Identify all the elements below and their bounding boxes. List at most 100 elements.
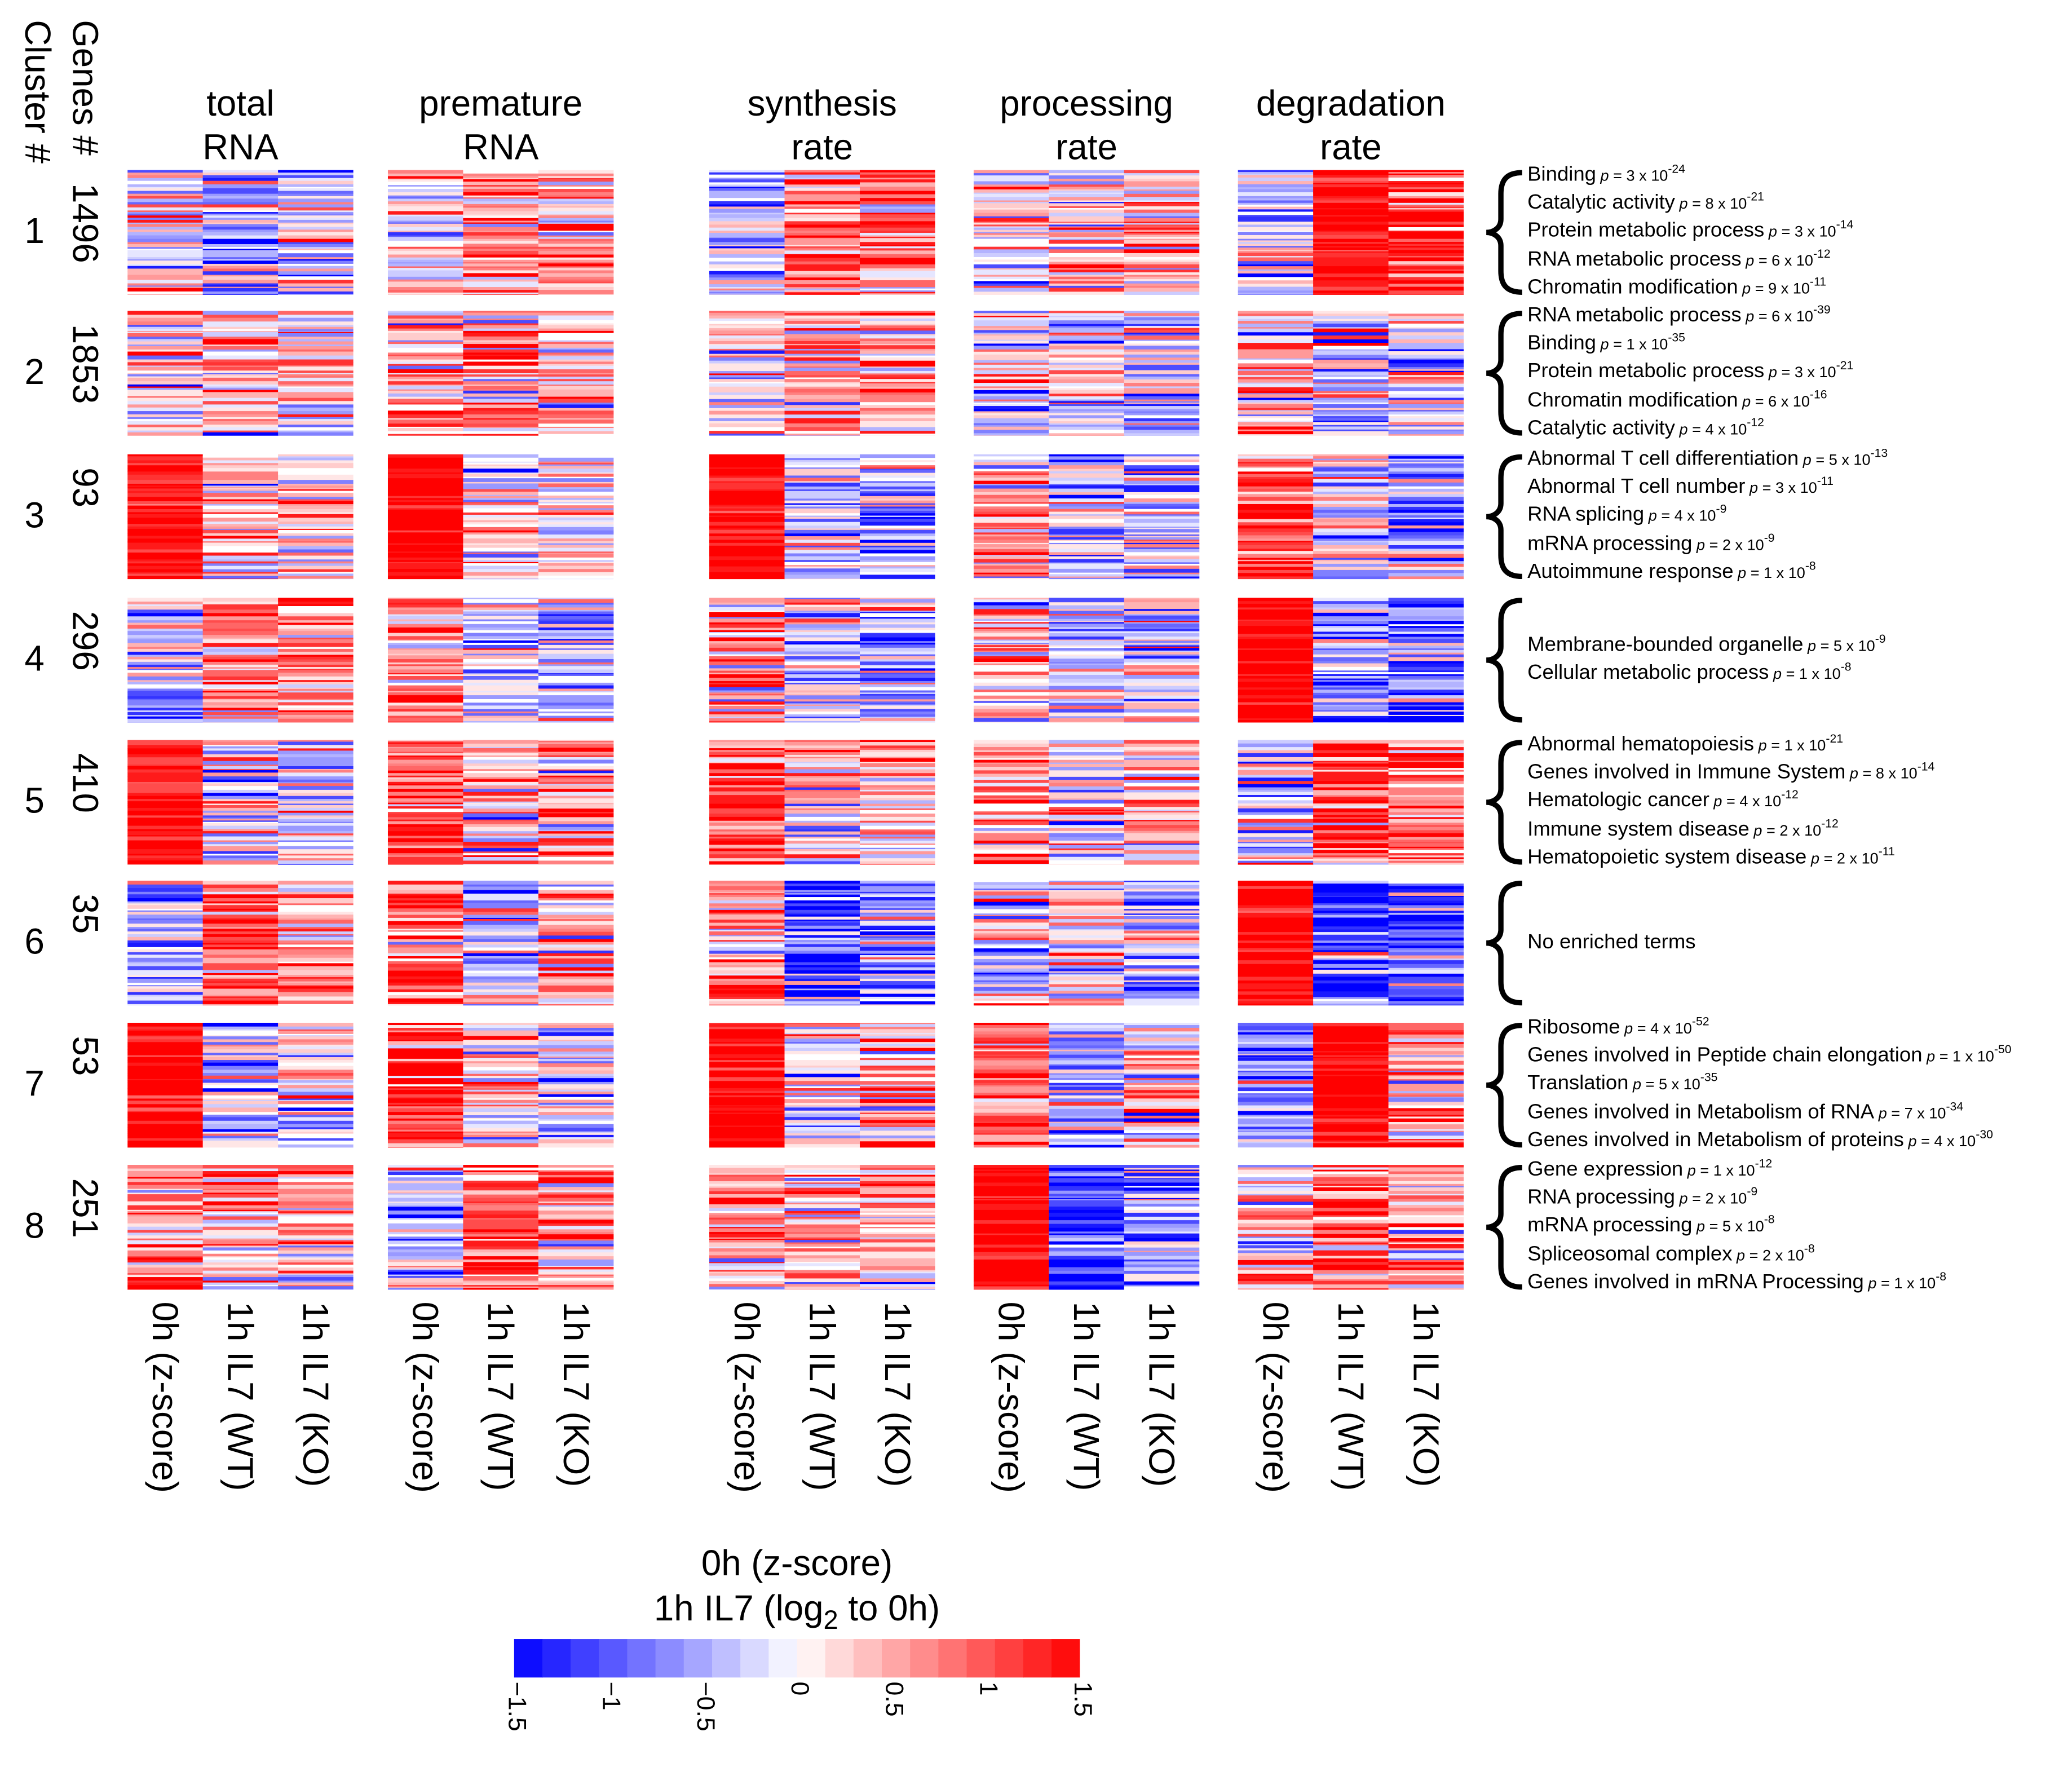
heatmap-stripe	[859, 990, 935, 995]
heatmap-stripe	[463, 827, 539, 831]
heatmap-stripe	[127, 384, 204, 387]
heatmap-stripe	[973, 326, 1050, 328]
heatmap-stripe	[538, 359, 614, 362]
heatmap-stripe	[1049, 223, 1125, 225]
heatmap-stripe	[202, 578, 279, 580]
heatmap-stripe	[1124, 379, 1200, 383]
heatmap-stripe	[1313, 770, 1389, 772]
heatmap-stripe	[127, 805, 204, 809]
heatmap-stripe	[709, 929, 785, 930]
heatmap-stripe	[859, 755, 935, 757]
heatmap-stripe	[1238, 860, 1314, 863]
heatmap-stripe	[387, 207, 464, 211]
heatmap-stripe	[463, 1089, 539, 1092]
heatmap-stripe	[709, 791, 785, 796]
p-exponent: -21	[1836, 359, 1854, 373]
heatmap-stripe	[127, 754, 204, 758]
heatmap-stripe	[709, 808, 785, 811]
heatmap-stripe	[1238, 217, 1314, 219]
heatmap-stripe	[1049, 268, 1125, 270]
heatmap-stripe	[463, 1088, 539, 1090]
heatmap-stripe	[784, 399, 860, 403]
heatmap-stripe	[278, 844, 354, 847]
heatmap-stripe	[538, 1117, 614, 1120]
heatmap-stripe	[387, 813, 464, 818]
heatmap-stripe	[973, 283, 1050, 286]
heatmap-stripe	[709, 674, 785, 678]
heatmap-stripe	[1313, 410, 1389, 412]
heatmap-stripe	[1124, 218, 1200, 222]
heatmap-stripe	[1388, 209, 1464, 212]
heatmap-stripe	[1049, 943, 1125, 946]
heatmap-stripe	[127, 947, 204, 950]
heatmap-stripe	[202, 628, 279, 631]
heatmap-stripe	[127, 712, 204, 715]
heatmap-stripe	[973, 755, 1050, 759]
heatmap-stripe	[1238, 960, 1314, 965]
heatmap-stripe	[1313, 695, 1389, 699]
heatmap-stripe	[1124, 492, 1200, 496]
heatmap-stripe	[1124, 935, 1200, 938]
heatmap-stripe	[1124, 705, 1200, 710]
heatmap-stripe	[202, 474, 279, 479]
heatmap-stripe	[973, 958, 1050, 963]
heatmap-stripe	[784, 423, 860, 427]
heatmap-stripe	[538, 950, 614, 954]
heatmap-stripe	[1124, 339, 1200, 342]
heatmap-stripe	[202, 940, 279, 943]
heatmap-stripe	[1238, 339, 1314, 343]
heatmap-stripe	[202, 257, 279, 260]
heatmap-stripe	[463, 1128, 539, 1130]
heatmap-stripe	[127, 280, 204, 284]
heatmap-stripe	[784, 545, 860, 548]
heatmap-stripe	[973, 346, 1050, 350]
heatmap-stripe	[463, 1119, 539, 1121]
heatmap-stripe	[709, 654, 785, 657]
heatmap-stripe	[127, 407, 204, 412]
heatmap-stripe	[202, 218, 279, 220]
heatmap-stripe	[973, 275, 1050, 277]
heatmap-stripe	[1313, 290, 1389, 293]
heatmap-stripe	[202, 786, 279, 790]
heatmap-stripe	[1388, 607, 1464, 610]
heatmap-stripe	[387, 1088, 464, 1090]
heatmap-stripe	[538, 311, 614, 313]
heatmap-stripe	[127, 478, 204, 480]
heatmap-stripe	[278, 776, 354, 780]
heatmap-stripe	[859, 525, 935, 529]
heatmap-stripe	[127, 765, 204, 767]
heatmap-stripe	[709, 271, 785, 275]
heatmap-stripe	[278, 373, 354, 375]
heatmap-stripe	[202, 526, 279, 529]
heatmap-stripe	[463, 505, 539, 509]
heatmap-stripe	[784, 803, 860, 807]
heatmap-stripe	[1238, 235, 1314, 240]
heatmap-stripe	[127, 329, 204, 332]
heatmap-stripe	[278, 559, 354, 562]
heatmap-stripe	[463, 1054, 539, 1057]
heatmap-stripe	[859, 277, 935, 281]
heatmap-stripe	[1238, 908, 1314, 911]
heatmap-stripe	[538, 325, 614, 329]
heatmap-stripe	[1238, 719, 1314, 723]
term-label: Binding	[1527, 332, 1597, 355]
heatmap-stripe	[127, 344, 204, 347]
heatmap-stripe	[859, 973, 935, 976]
heatmap-stripe	[709, 525, 785, 529]
heatmap-stripe	[973, 285, 1050, 288]
heatmap-stripe	[202, 1044, 279, 1047]
heatmap-stripe	[463, 699, 539, 703]
heatmap-stripe	[1238, 494, 1314, 497]
heatmap-stripe	[1238, 674, 1314, 677]
heatmap-stripe	[278, 973, 354, 975]
heatmap-stripe	[387, 514, 464, 518]
heatmap-block	[1238, 170, 1464, 295]
heatmap-stripe	[709, 695, 785, 700]
heatmap-stripe	[1313, 422, 1389, 426]
heatmap-stripe	[973, 184, 1050, 187]
heatmap-stripe	[387, 864, 464, 865]
heatmap-stripe	[709, 462, 785, 466]
heatmap-stripe	[202, 266, 279, 269]
heatmap-stripe	[387, 809, 464, 812]
heatmap-stripe	[1124, 189, 1200, 191]
